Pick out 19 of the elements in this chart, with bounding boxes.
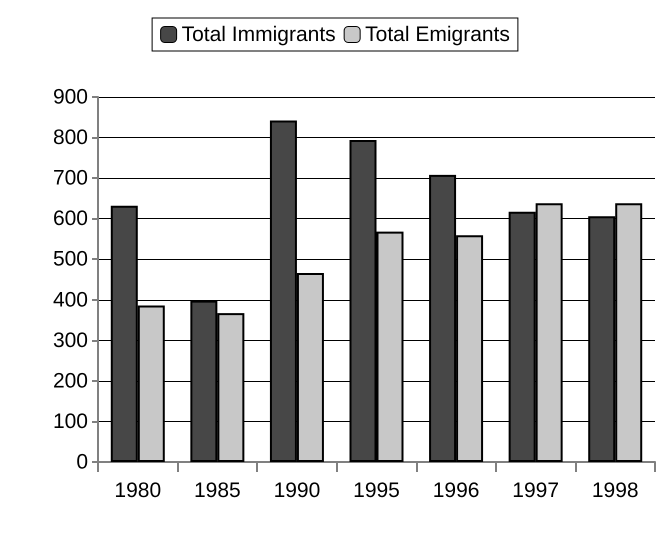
x-tick-label: 1980 [114, 479, 162, 502]
y-tick-label: 500 [52, 248, 88, 271]
y-tick-label: 0 [76, 450, 88, 474]
y-tick-label: 700 [52, 166, 88, 190]
x-tick-label: 1996 [432, 479, 480, 502]
y-tick-label: 300 [52, 328, 88, 352]
y-tick-label: 100 [52, 410, 88, 433]
y-tick-label: 800 [52, 126, 88, 150]
x-tick-label: 1997 [512, 479, 559, 502]
x-tick-label: 1998 [592, 479, 639, 502]
y-tick-label: 200 [52, 369, 88, 392]
legend-label: Total Emigrants [365, 23, 510, 46]
x-tick-label: 1995 [353, 479, 400, 502]
x-tick-label: 1985 [194, 479, 241, 502]
legend-label: Total Immigrants [182, 23, 336, 46]
y-tick-label: 900 [52, 86, 88, 108]
y-tick-label: 600 [52, 207, 88, 230]
x-tick-label: 1990 [274, 479, 320, 502]
y-tick-label: 400 [52, 288, 88, 312]
